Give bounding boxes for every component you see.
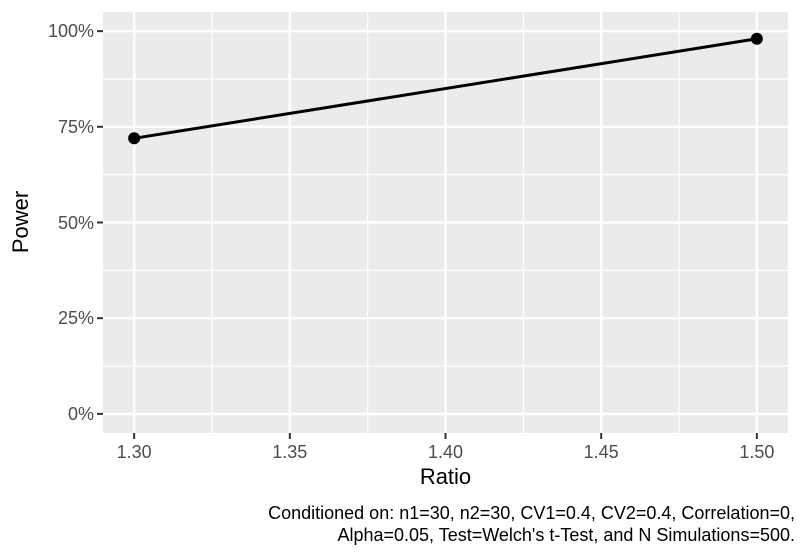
major-gridlines	[103, 12, 788, 433]
y-tick-label: 100%	[47, 21, 94, 42]
x-tick-marks	[133, 433, 758, 439]
y-axis-title: Power	[8, 190, 33, 254]
x-axis-title: Ratio	[419, 464, 472, 489]
y-tick-label: 50%	[57, 212, 94, 233]
x-tick-label: 1.30	[116, 442, 152, 462]
data-points	[128, 32, 763, 145]
caption-line-2: Alpha=0.05, Test=Welch's t-Test, and N S…	[337, 525, 795, 545]
y-tick-label: 75%	[57, 116, 94, 137]
data-point	[750, 32, 763, 45]
x-tick-label: 1.35	[272, 442, 308, 462]
data-point	[128, 132, 141, 145]
caption-line-1: Conditioned on: n1=30, n2=30, CV1=0.4, C…	[268, 503, 795, 523]
y-tick-label: 25%	[57, 308, 94, 329]
x-tick-label: 1.40	[427, 442, 464, 462]
x-tick-label: 1.50	[739, 442, 775, 462]
series-line	[133, 37, 758, 140]
caption: Conditioned on: n1=30, n2=30, CV1=0.4, C…	[268, 502, 795, 546]
y-tick-marks	[97, 30, 103, 415]
x-tick-label: 1.45	[583, 442, 619, 462]
y-tick-label: 0%	[67, 403, 94, 424]
